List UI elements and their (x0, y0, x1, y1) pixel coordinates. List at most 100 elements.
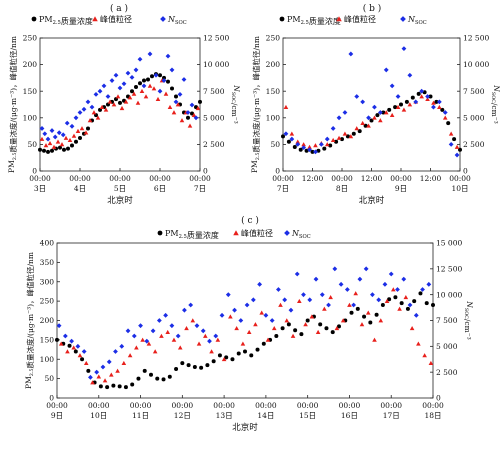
data-point (123, 99, 129, 104)
data-point (391, 287, 396, 292)
series-triangle (58, 287, 434, 385)
data-point (425, 96, 430, 102)
data-point (186, 363, 191, 368)
data-point (452, 137, 457, 142)
data-point (278, 302, 283, 307)
data-point (157, 88, 163, 94)
data-point (146, 77, 150, 82)
data-point (353, 291, 359, 296)
y-tick-label: 0 (32, 167, 37, 176)
data-point (55, 139, 61, 144)
series-circle (55, 291, 435, 390)
x-tick-day: 18日 (424, 411, 441, 420)
data-point (138, 81, 142, 86)
series-circle (281, 90, 462, 154)
x-tick-day: 13日 (216, 411, 233, 420)
x-tick-time: 12:00 (302, 174, 324, 183)
data-point (357, 276, 363, 282)
data-point (137, 56, 143, 62)
data-point (200, 328, 206, 334)
data-point (58, 145, 62, 150)
data-point (307, 297, 313, 303)
data-point (276, 287, 281, 292)
data-point (271, 325, 277, 331)
data-point (136, 376, 141, 381)
data-point (322, 146, 327, 151)
data-point (431, 100, 436, 105)
data-point (85, 99, 91, 105)
data-point (39, 126, 45, 131)
x-tick-day: 10日 (90, 411, 107, 420)
data-point (351, 302, 357, 308)
data-point (42, 148, 46, 153)
data-point (388, 271, 394, 277)
y-tick-label: 200 (40, 316, 55, 325)
series-circle (38, 72, 202, 154)
data-point (81, 106, 87, 112)
data-point (434, 99, 439, 104)
data-point (310, 149, 315, 154)
data-point (185, 110, 191, 115)
data-point (221, 356, 227, 362)
x-tick-time: 00:00 (449, 174, 471, 183)
legend-marker-triangle (233, 230, 239, 236)
x-tick-day: 7日 (277, 184, 289, 193)
data-point (193, 115, 199, 121)
data-point (105, 94, 111, 99)
data-point (117, 85, 123, 91)
y-tick-label: 0 (275, 167, 280, 176)
data-point (64, 120, 70, 126)
x-tick-time: 00:00 (297, 401, 319, 410)
data-point (79, 126, 85, 131)
data-point (134, 84, 138, 89)
data-point (215, 337, 221, 342)
data-point (155, 376, 160, 381)
data-point (93, 91, 99, 97)
data-point (46, 149, 50, 154)
legend-marker-diamond (284, 230, 290, 236)
data-point (140, 337, 145, 342)
data-point (86, 126, 90, 131)
data-point (189, 102, 195, 108)
x-tick-day: 10日 (451, 184, 468, 193)
data-point (59, 142, 65, 147)
data-point (395, 94, 401, 99)
data-point (336, 135, 342, 140)
data-point (118, 100, 122, 105)
data-point (166, 79, 170, 84)
data-point (289, 131, 295, 136)
y-right-axis-label: NSOC/cm⁻³ (463, 300, 474, 339)
y-right-tick-label: 12 500 (436, 264, 462, 273)
data-point (194, 323, 200, 329)
data-point (147, 51, 153, 57)
y-tick-label: 400 (40, 239, 55, 248)
data-point (83, 130, 89, 135)
legend-marker-circle (157, 230, 163, 236)
data-point (448, 131, 454, 136)
data-point (52, 134, 58, 140)
data-point (328, 143, 333, 148)
data-point (91, 110, 97, 115)
data-point (284, 318, 290, 323)
y-tick-label: 300 (40, 277, 55, 286)
data-point (83, 360, 89, 365)
data-point (282, 297, 288, 303)
data-point (67, 343, 72, 348)
x-tick-time: 00:00 (213, 401, 235, 410)
data-point (330, 126, 336, 131)
data-point (336, 115, 342, 121)
data-point (94, 369, 100, 375)
data-point (454, 144, 460, 149)
data-point (213, 333, 219, 339)
data-point (127, 95, 133, 100)
data-point (207, 338, 212, 344)
data-point (348, 134, 354, 139)
data-point (319, 292, 325, 298)
x-tick-time: 00:00 (331, 174, 353, 183)
data-point (294, 271, 300, 277)
data-point (81, 349, 87, 354)
data-point (69, 338, 75, 344)
data-point (75, 128, 81, 133)
data-point (387, 297, 392, 302)
data-point (286, 139, 291, 144)
